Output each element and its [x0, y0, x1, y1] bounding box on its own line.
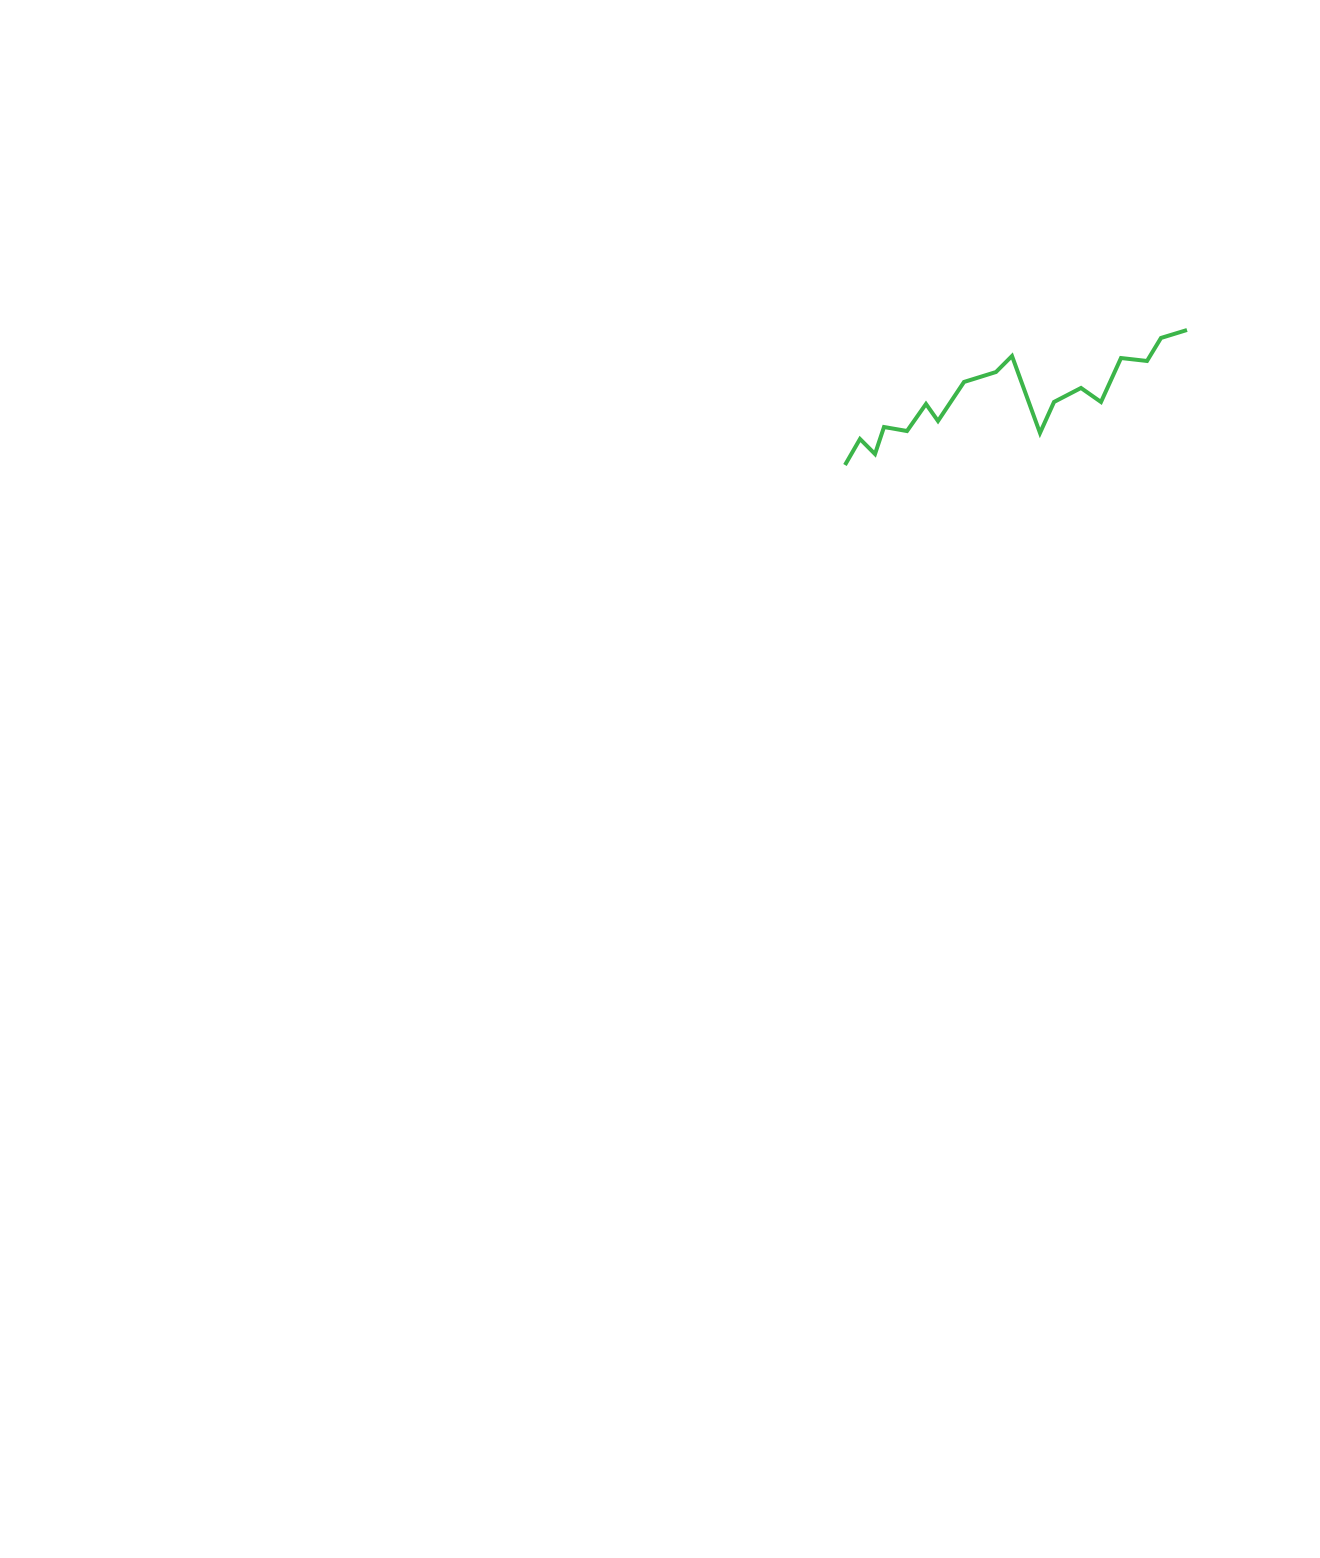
sparkline — [843, 328, 1188, 466]
